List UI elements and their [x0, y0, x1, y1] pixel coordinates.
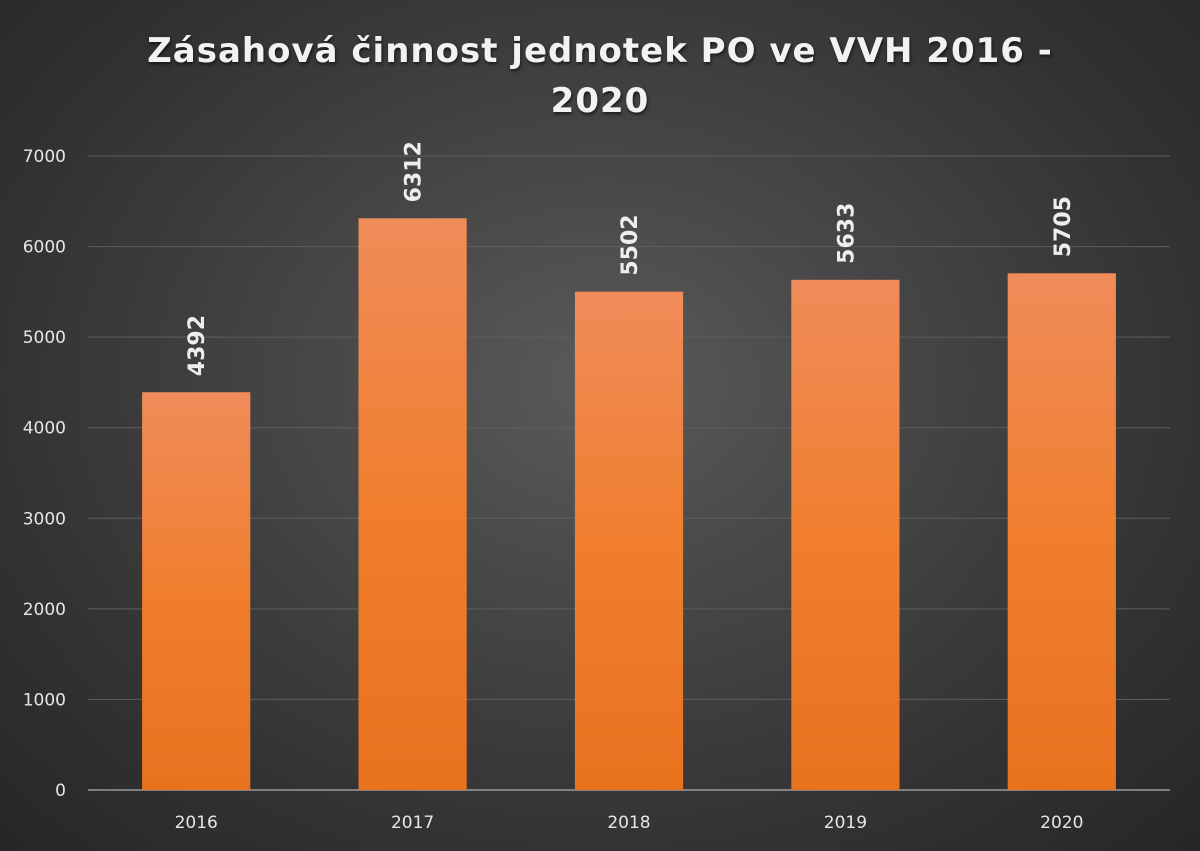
y-tick-label: 6000	[23, 238, 66, 258]
data-label: 6312	[402, 141, 427, 202]
y-axis-ticks: 0 1000 2000 3000 4000 5000 6000 7000	[23, 147, 66, 801]
bar	[142, 392, 251, 790]
bar	[1007, 273, 1116, 790]
y-tick-label: 2000	[23, 600, 66, 620]
bars	[142, 218, 1116, 791]
x-tick-label: 2017	[391, 813, 434, 833]
bar	[358, 218, 467, 791]
y-tick-label: 5000	[23, 328, 66, 348]
y-tick-label: 4000	[23, 419, 66, 439]
gridlines	[88, 155, 1170, 791]
bar	[574, 291, 684, 790]
x-tick-label: 2018	[607, 813, 650, 833]
data-label: 4392	[185, 315, 210, 376]
bar	[791, 279, 900, 790]
x-tick-label: 2019	[824, 813, 867, 833]
x-tick-label: 2020	[1040, 813, 1083, 833]
y-tick-label: 3000	[23, 509, 66, 529]
data-label: 5705	[1051, 196, 1076, 257]
y-tick-label: 1000	[23, 690, 66, 710]
x-axis-ticks: 2016 2017 2018 2019 2020	[175, 813, 1084, 833]
x-tick-label: 2016	[175, 813, 218, 833]
data-label: 5633	[834, 203, 859, 264]
data-labels: 4392 6312 5502 5633 5705	[185, 141, 1076, 376]
y-tick-label: 0	[55, 781, 66, 801]
data-label: 5502	[618, 214, 643, 275]
chart-title: Zásahová činnost jednotek PO ve VVH 2016…	[147, 31, 1053, 121]
y-tick-label: 7000	[23, 147, 66, 167]
